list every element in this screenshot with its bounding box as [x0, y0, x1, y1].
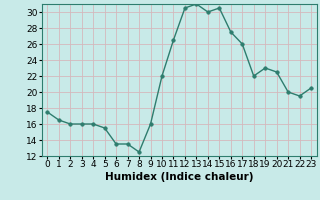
- X-axis label: Humidex (Indice chaleur): Humidex (Indice chaleur): [105, 172, 253, 182]
